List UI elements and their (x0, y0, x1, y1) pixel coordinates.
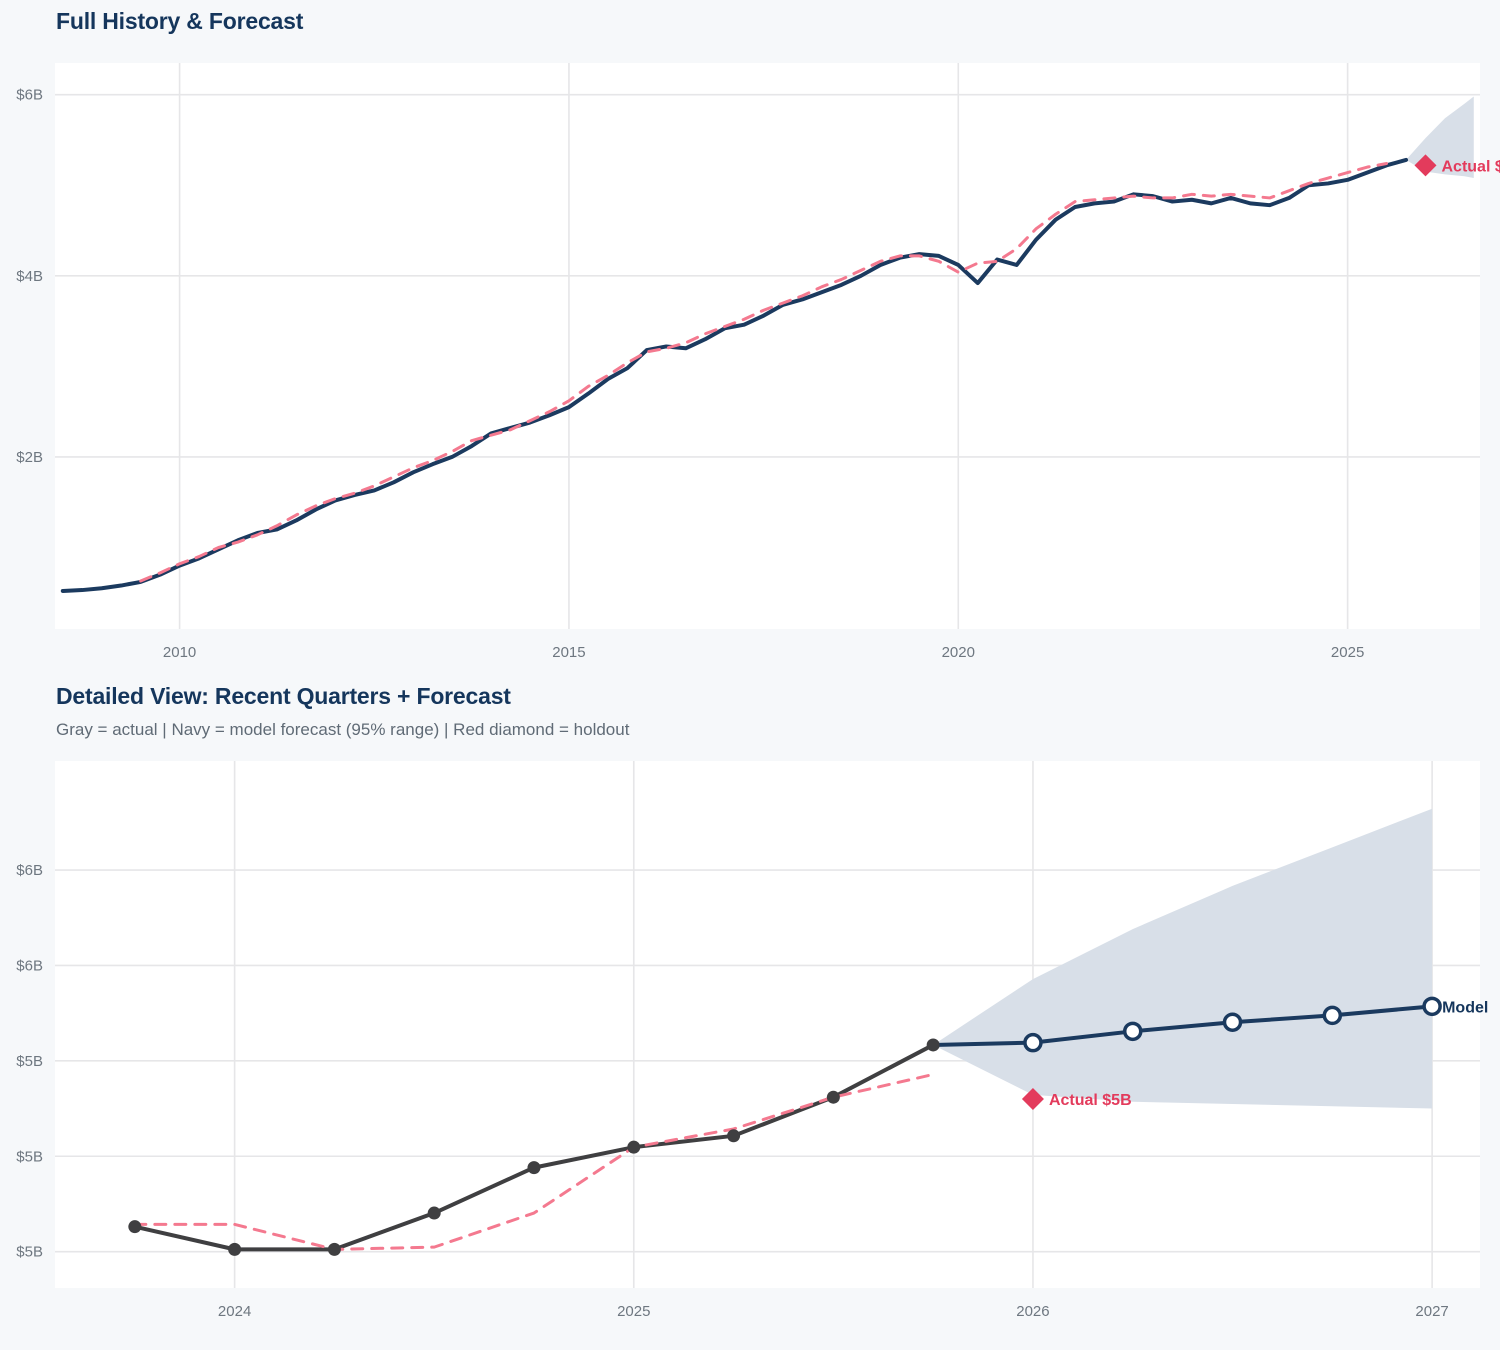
x-axis-tick-label: 2024 (218, 1303, 251, 1320)
plot-background (55, 63, 1480, 629)
y-axis-tick-label: $4B (16, 268, 43, 285)
forecast-point-marker (1023, 1032, 1043, 1053)
chart-panel-detailed-view: Detailed View: Recent Quarters + Forecas… (0, 675, 1500, 1350)
series-line-dashed (139, 162, 1389, 583)
series-line-solid (60, 157, 1409, 593)
data-point-marker (627, 1140, 641, 1154)
plot-area-full-history: Actual $5B $2B $4B $6B 2010 2015 2020 2025 (16, 63, 1500, 661)
y-axis-tick-label: $2B (16, 449, 43, 466)
series-inline-label-model: Model (1442, 999, 1488, 1016)
x-axis-tick-label: 2015 (552, 644, 585, 661)
forecast-confidence-band (933, 808, 1433, 1109)
data-point-marker (527, 1161, 541, 1175)
data-point-marker (826, 1090, 840, 1104)
y-axis-tick-label: $6B (16, 87, 43, 104)
y-axis-tick-label: $6B (16, 957, 43, 974)
forecast-point-marker (1322, 1005, 1343, 1026)
x-axis-tick-label: 2025 (1331, 644, 1364, 661)
data-point-marker (327, 1242, 341, 1256)
x-axis-tick-label: 2027 (1415, 1303, 1448, 1320)
chart-panel-full-history: Full History & Forecast Actual $5B $2B $4B… (16, 8, 1500, 661)
holdout-diamond-marker (1021, 1088, 1044, 1111)
data-point-marker (427, 1206, 441, 1220)
forecast-point-marker (1122, 1021, 1143, 1042)
x-axis-tick-label: 2020 (942, 644, 975, 661)
y-axis-tick-label: $6B (16, 862, 43, 879)
chart-title-full-history: Full History & Forecast (56, 8, 304, 34)
x-axis-tick-label: 2026 (1016, 1303, 1049, 1320)
series-line-solid (931, 1004, 1435, 1047)
data-point-marker (228, 1242, 242, 1256)
chart-subtitle-legend-key: Gray = actual | Navy = model forecast (9… (56, 720, 630, 739)
x-axis-tick-label: 2010 (163, 644, 196, 661)
y-axis-tick-label: $5B (16, 1053, 43, 1070)
data-point-marker (926, 1038, 940, 1052)
forecast-point-marker (1422, 996, 1442, 1017)
holdout-annotation-label: Actual $5B (1441, 158, 1500, 175)
x-axis-tick-label: 2025 (617, 1303, 650, 1320)
series-line-dashed (133, 1072, 935, 1251)
data-point-marker (128, 1220, 142, 1234)
y-axis-tick-label: $5B (16, 1244, 43, 1261)
y-axis-tick-label: $5B (16, 1148, 43, 1165)
chart-title-detailed-view: Detailed View: Recent Quarters + Forecas… (56, 683, 511, 709)
plot-area-detailed-view: Actual $5B Model $5B $5B $5B $6B $6B 2024 2025 20… (16, 761, 1488, 1320)
holdout-annotation-label: Actual $5B (1049, 1092, 1132, 1109)
forecast-point-marker (1222, 1012, 1243, 1032)
holdout-diamond-marker (1414, 154, 1437, 177)
data-point-marker (727, 1129, 741, 1143)
